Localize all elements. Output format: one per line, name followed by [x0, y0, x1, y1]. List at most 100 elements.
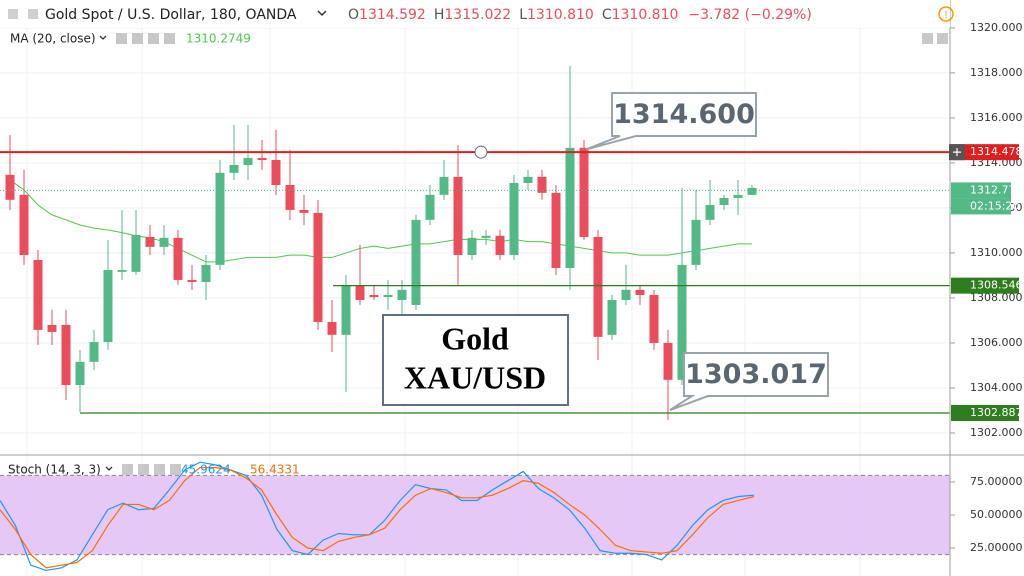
icon[interactable] [28, 9, 38, 19]
candle-body [285, 184, 295, 210]
candle-body [439, 176, 449, 195]
text-box [382, 314, 569, 406]
icon[interactable] [170, 464, 181, 475]
ohlc-key: C [602, 7, 612, 23]
candle-body [733, 194, 743, 199]
icon[interactable] [116, 33, 127, 44]
candle-body [495, 235, 505, 255]
y-tick-label: 75.00000 [970, 475, 1023, 488]
candle-body [369, 295, 379, 298]
overlay: Gold XAU/USD 1314.600 1303.017 [382, 92, 829, 412]
text-box-line: XAU/USD [404, 359, 546, 395]
candle-body [677, 264, 687, 380]
chart-title: Gold Spot / U.S. Dollar, 180, OANDA [45, 7, 297, 23]
candle-body [523, 176, 533, 183]
candle-body [327, 322, 337, 335]
candle-body [579, 147, 589, 237]
candle-body [663, 342, 673, 380]
level-label: 1314.478 [970, 145, 1023, 158]
icon[interactable] [937, 33, 948, 44]
candle-body [313, 212, 323, 323]
ohlc-value: 1310.810 [527, 7, 594, 23]
y-tick-label: 1306.000 [970, 336, 1023, 349]
candle-body [103, 270, 113, 343]
y-tick-label: 1304.000 [970, 381, 1023, 394]
icon[interactable] [132, 33, 143, 44]
candle-body [719, 198, 729, 205]
candle-body [537, 176, 547, 193]
change: −3.782 (−0.29%) [688, 7, 811, 23]
candle-body [33, 259, 43, 330]
candle-body [47, 324, 57, 332]
candle-body [145, 236, 155, 247]
ohlc-key: O [348, 7, 359, 23]
ohlc-key: H [434, 7, 445, 23]
candle-body [19, 194, 29, 255]
candle-body [257, 157, 267, 160]
candle-body [173, 237, 183, 280]
dropdown[interactable] [105, 466, 113, 471]
countdown-box [951, 198, 1011, 215]
text-box-line: Gold [441, 320, 509, 356]
candle-body [551, 192, 561, 269]
dropdown[interactable] [317, 10, 327, 17]
y-tick-label: 1310.000 [970, 246, 1023, 259]
icon[interactable] [138, 464, 149, 475]
candle-body [271, 159, 281, 185]
stoch-line [0, 466, 755, 569]
ohlc-key: L [519, 7, 527, 23]
ohlc-value: 1310.810 [612, 7, 679, 23]
header-bg [0, 0, 950, 28]
stoch-k-value: 45.9624 [181, 463, 231, 477]
last-price-box [951, 182, 1011, 199]
icon[interactable] [122, 464, 133, 475]
candle-body [215, 172, 225, 265]
ohlc-value: 1314.592 [359, 7, 426, 23]
candle-body [621, 289, 631, 300]
icon[interactable] [922, 33, 933, 44]
y-tick-label: 1318.000 [970, 66, 1023, 79]
candle-body [61, 324, 71, 386]
level-label: 1308.546 [970, 279, 1023, 292]
candle-body [691, 219, 701, 265]
candle-body [159, 237, 169, 247]
icon[interactable] [164, 33, 175, 44]
candle-body [243, 157, 253, 165]
dropdown[interactable] [99, 35, 107, 40]
y-tick-label: 1308.000 [970, 291, 1023, 304]
candle-body [89, 342, 99, 362]
header: Gold Spot / U.S. Dollar, 180, OANDA O131… [0, 0, 954, 477]
candle-body [397, 289, 407, 300]
candle-body [117, 270, 127, 272]
ohlc-value: 1315.022 [444, 7, 511, 23]
ma-legend: MA (20, close) [10, 32, 96, 46]
level-label: 1302.887 [970, 406, 1023, 419]
ohlc-legend: O1314.592 H1315.022 L1310.810 C1310.810 −3.7… [348, 7, 812, 23]
icon[interactable] [154, 464, 165, 475]
callout [585, 92, 757, 151]
level-box [951, 277, 1019, 294]
candle-body [341, 286, 351, 335]
candle-body [453, 176, 463, 255]
candle-body [481, 235, 491, 238]
candle-body [607, 299, 617, 335]
icon[interactable] [8, 9, 18, 19]
icon[interactable] [148, 33, 159, 44]
callout-label: 1314.600 [613, 99, 755, 130]
candle-body [355, 286, 365, 300]
countdown: 02:15:20 [970, 199, 1019, 212]
warning-icon[interactable] [938, 6, 954, 22]
candle-body [299, 209, 309, 213]
candle-body [467, 237, 477, 255]
candle-body [747, 187, 757, 195]
crosshair-plus [953, 148, 961, 157]
stoch-band [0, 475, 950, 555]
candle-body [565, 147, 575, 269]
candle-body [229, 164, 239, 173]
y-tick-label: 25.00000 [970, 541, 1023, 554]
candle-body [425, 194, 435, 220]
candle-body [411, 219, 421, 305]
warning-mark: ! [944, 10, 948, 21]
